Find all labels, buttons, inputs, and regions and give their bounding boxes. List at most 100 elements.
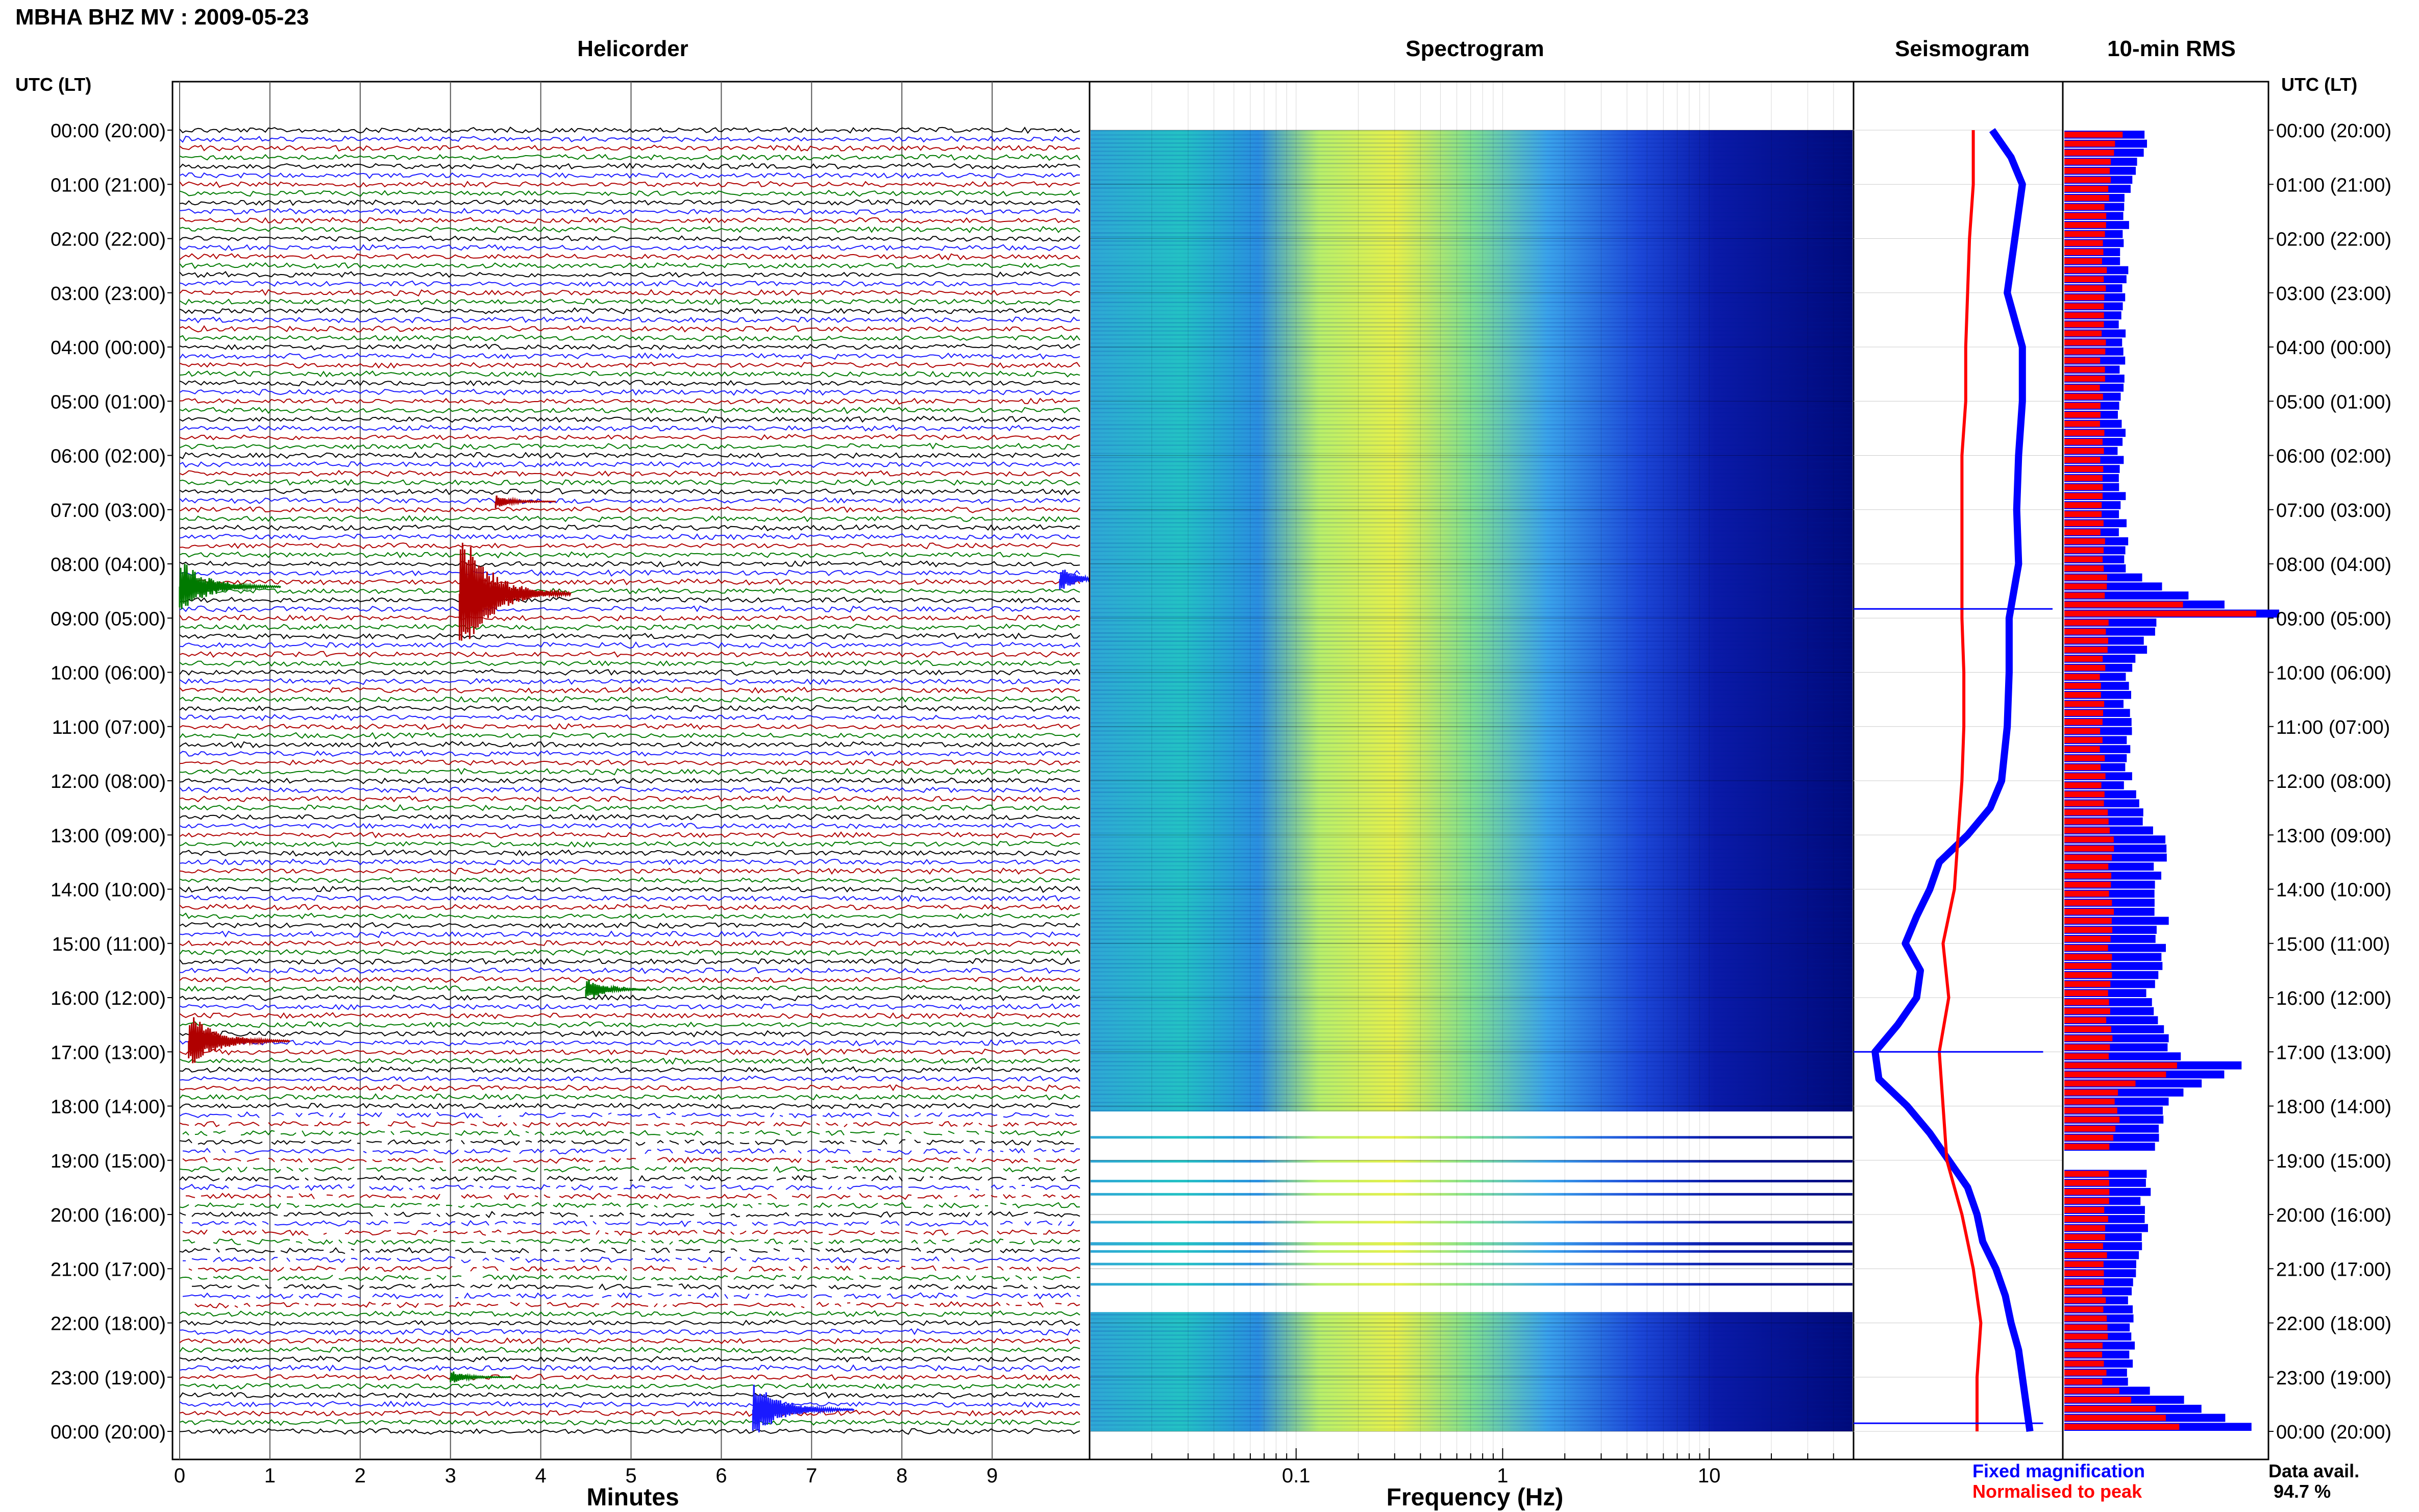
helicorder-xtick-label: 8 [896,1465,907,1487]
spectrogram-row [1091,547,1853,548]
helicorder-trace [179,759,1080,766]
spectrogram-row [1091,1077,1853,1079]
rms-bar-normalised [2064,303,2104,310]
helicorder-event [458,542,572,641]
helicorder-trace [179,1310,1080,1318]
time-tick-label-left: 01:00 (21:00) [51,175,166,196]
spectrogram-stripe [1091,1283,1853,1286]
spectrogram-row [1091,469,1853,470]
rms-bar-normalised [2064,502,2102,508]
spectrogram-row [1091,1053,1853,1054]
spectrogram-row [1091,530,1853,532]
spectrogram-row [1091,228,1853,230]
spectrogram-row [1091,698,1853,699]
spectrogram-row [1091,1351,1853,1352]
helicorder-trace [179,867,1080,875]
helicorder-trace [179,849,1080,857]
spectrogram-row [1091,1383,1853,1385]
spectrogram-row [1091,179,1853,181]
spectrogram-row [1091,506,1853,507]
spectrogram-row [1091,232,1853,234]
rms-bar-normalised [2064,556,2103,562]
spectrogram-row [1091,640,1853,642]
spectrogram-row [1091,763,1853,764]
spectrogram-row [1091,747,1853,748]
spectrogram-row [1091,253,1853,254]
spectrogram-row [1091,738,1853,740]
spectrogram-row [1091,1318,1853,1320]
spectrogram-row [1091,1061,1853,1062]
helicorder-trace [179,1409,1080,1417]
spectrogram-row [1091,938,1853,940]
spectrogram-row [1091,379,1853,381]
helicorder-trace [179,127,1080,134]
helicorder-event [188,1017,290,1063]
helicorder-trace [179,668,1080,676]
spectrogram-row [1091,587,1853,589]
spectrogram-row [1091,955,1853,956]
rms-bar-normalised [2064,231,2105,237]
rms-bar-normalised [2064,466,2104,472]
helicorder-trace [179,1183,1080,1191]
spectrogram-row [1091,277,1853,279]
rms-bar-normalised [2064,954,2112,960]
spectrogram-row [1091,444,1853,446]
helicorder-xtick-label: 0 [174,1465,185,1487]
spectrogram-row [1091,146,1853,148]
spectrogram-row [1091,914,1853,915]
spectrogram-row [1091,542,1853,544]
spectrogram-row [1091,612,1853,613]
rms-bar-normalised [2064,1424,2180,1430]
rms-bar-normalised [2064,222,2106,228]
spectrogram-row [1091,265,1853,266]
spectrogram-row [1091,1065,1853,1067]
rms-bar-normalised [2064,1035,2113,1042]
rms-bar-normalised [2064,159,2111,165]
spectrogram-row [1091,877,1853,879]
spectrogram-row [1091,159,1853,160]
helicorder-trace [179,452,1080,459]
helicorder-trace [179,587,1080,594]
spectrogram-row [1091,616,1853,617]
spectrogram-row [1091,1073,1853,1075]
spectrogram-xtick-label: 10 [1698,1465,1721,1487]
helicorder-trace [179,831,1080,839]
spectrogram-row [1091,518,1853,519]
rms-bar-normalised [2064,1089,2118,1096]
rms-bar-normalised [2064,357,2101,364]
spectrogram-row [1091,293,1853,295]
spectrogram-row [1091,281,1853,283]
rms-bar-normalised [2064,204,2105,210]
rms-bar-normalised [2064,1125,2116,1132]
rms-bar-normalised [2064,1225,2106,1231]
spectrogram-row [1091,1085,1853,1087]
helicorder-trace [179,370,1080,378]
rms-bar-normalised [2064,511,2102,517]
spectrogram-row [1091,922,1853,924]
helicorder-trace [179,696,1080,703]
spectrogram-row [1091,1322,1853,1324]
spectrogram-xlabel: Frequency (Hz) [1387,1484,1564,1511]
helicorder-trace [179,903,1080,911]
spectrogram-row [1091,669,1853,671]
rms-bar-normalised [2064,773,2106,779]
time-tick-label-left: 07:00 (03:00) [51,500,166,522]
time-tick-label-left: 03:00 (23:00) [51,283,166,305]
rms-bar-normalised [2064,1333,2108,1340]
helicorder-trace [179,144,1080,152]
spectrogram-row [1091,853,1853,854]
helicorder-trace [179,939,1080,947]
helicorder-event [450,1371,511,1383]
spectrogram-row [1091,375,1853,377]
spectrogram-row [1091,1106,1853,1107]
helicorder-trace [179,380,1080,387]
rms-bar-normalised [2064,1315,2107,1322]
spectrogram-row [1091,608,1853,609]
rms-bar-normalised [2064,1216,2108,1222]
helicorder-trace [179,949,1080,956]
helicorder-event [585,979,647,998]
rms-bar-normalised [2064,1378,2103,1385]
helicorder-trace [179,786,1080,794]
spectrogram-row [1091,436,1853,438]
spectrogram-row [1091,457,1853,458]
